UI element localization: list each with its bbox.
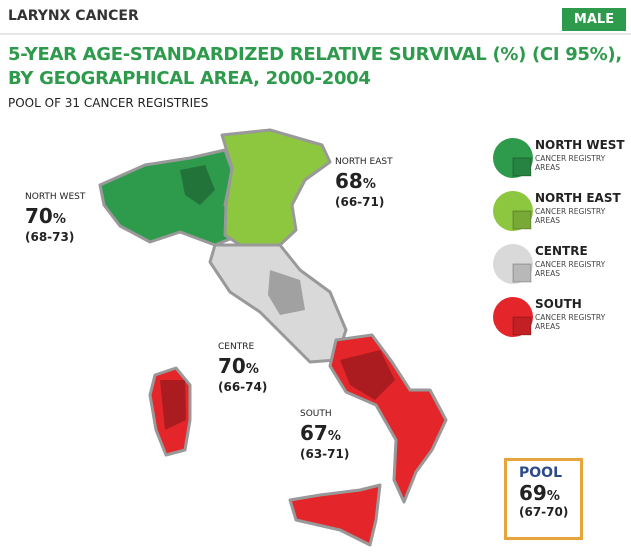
region-ci: (63-71) <box>300 447 350 461</box>
pool-label: POOL <box>519 465 562 481</box>
subtitle: POOL OF 31 CANCER REGISTRIES <box>8 96 209 110</box>
legend-label: NORTH EAST <box>535 191 621 205</box>
region-value: 70% <box>25 204 66 228</box>
pool-box: POOL 69% (67-70) <box>504 458 583 540</box>
pool-value: 69% <box>519 481 560 505</box>
region-name: CENTRE <box>218 342 255 352</box>
centre-area <box>208 243 348 364</box>
legend-registry-swatch <box>512 263 532 283</box>
registry-area <box>160 380 186 430</box>
legend-registry-swatch <box>512 316 532 336</box>
legend-registry-swatch <box>512 210 532 230</box>
registry-area <box>180 165 215 205</box>
title: 5-YEAR AGE-STANDARDIZED RELATIVE SURVIVA… <box>8 44 622 65</box>
legend-label: SOUTH <box>535 297 582 311</box>
legend-note: CANCER REGISTRY AREAS <box>535 260 606 278</box>
south-area <box>328 333 448 504</box>
north-east-area <box>220 128 332 247</box>
sicily <box>288 483 382 547</box>
registry-area <box>268 270 305 315</box>
title: BY GEOGRAPHICAL AREA, 2000-2004 <box>8 68 371 89</box>
legend-note: CANCER REGISTRY AREAS <box>535 154 606 172</box>
pool-ci: (67-70) <box>519 505 569 519</box>
legend-registry-swatch <box>512 157 532 177</box>
north-west-area <box>98 148 242 247</box>
region-ci: (66-74) <box>218 380 268 394</box>
region-value: 68% <box>335 169 376 193</box>
legend-label: NORTH WEST <box>535 138 625 152</box>
registry-area <box>340 350 395 400</box>
header-title: LARYNX CANCER <box>8 8 139 24</box>
region-name: NORTH WEST <box>25 192 86 202</box>
region-ci: (68-73) <box>25 230 75 244</box>
region-name: NORTH EAST <box>335 157 393 167</box>
legend-note: CANCER REGISTRY AREAS <box>535 207 606 225</box>
region-value: 70% <box>218 354 259 378</box>
legend-note: CANCER REGISTRY AREAS <box>535 313 606 331</box>
legend-label: CENTRE <box>535 244 588 258</box>
region-ci: (66-71) <box>335 195 385 209</box>
region-name: SOUTH <box>300 409 332 419</box>
sex-badge: MALE <box>562 8 626 31</box>
region-value: 67% <box>300 421 341 445</box>
sardinia <box>148 366 192 457</box>
